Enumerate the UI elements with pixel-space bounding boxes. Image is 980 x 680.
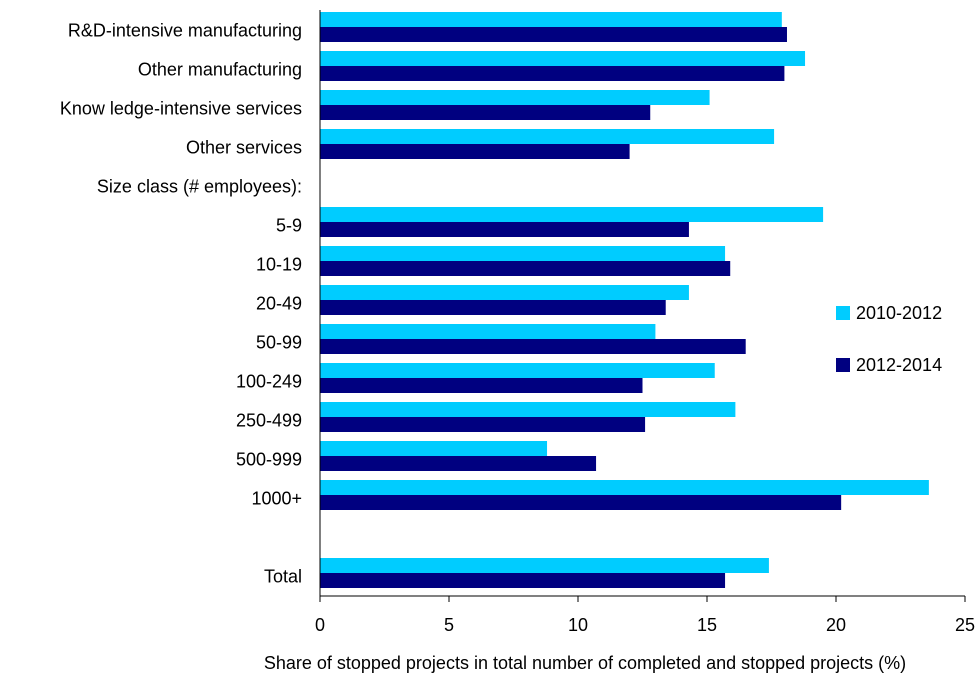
bar-2010-2012-2 [320,90,710,105]
bar-2012-2014-10 [320,417,646,432]
bar-2012-2014-1 [320,66,785,81]
category-label: Know ledge-intensive services [60,99,302,119]
x-axis-ticks: 0 5 10 15 20 25 [315,596,975,635]
x-tick-label: 20 [826,615,846,635]
category-label: R&D-intensive manufacturing [68,21,302,41]
legend-label: 2012-2014 [856,355,942,375]
category-label: Other manufacturing [138,60,302,80]
category-label: Size class (# employees): [97,177,302,197]
category-label: 5-9 [276,216,302,236]
legend-swatch [836,306,850,320]
bar-2012-2014-5 [320,222,689,237]
bar-2012-2014-2 [320,105,651,120]
category-label: 100-249 [236,372,302,392]
bars-group [320,12,929,588]
bar-2010-2012-1 [320,51,806,66]
legend: 2010-2012 2012-2014 [836,303,942,375]
bar-2012-2014-12 [320,495,842,510]
category-label: Other services [186,138,302,158]
x-tick-label: 0 [315,615,325,635]
bar-2012-2014-11 [320,456,597,471]
bar-2010-2012-7 [320,285,689,300]
bar-2010-2012-0 [320,12,782,27]
bar-2010-2012-3 [320,129,775,144]
legend-swatch [836,358,850,372]
bar-2010-2012-6 [320,246,726,261]
category-label: Total [264,567,302,587]
x-tick-label: 15 [697,615,717,635]
x-tick-label: 5 [444,615,454,635]
category-label: 50-99 [256,333,302,353]
bar-2010-2012-14 [320,558,769,573]
bar-2010-2012-11 [320,441,548,456]
bar-2010-2012-12 [320,480,929,495]
bar-2012-2014-3 [320,144,630,159]
bar-2010-2012-5 [320,207,824,222]
category-label: 500-999 [236,450,302,470]
bar-2010-2012-8 [320,324,656,339]
category-labels: R&D-intensive manufacturing Other manufac… [60,21,302,587]
bar-2012-2014-6 [320,261,731,276]
bar-2010-2012-10 [320,402,736,417]
bar-2012-2014-14 [320,573,726,588]
bar-2012-2014-7 [320,300,666,315]
category-label: 10-19 [256,255,302,275]
bar-2012-2014-0 [320,27,787,42]
bar-2010-2012-9 [320,363,715,378]
legend-label: 2010-2012 [856,303,942,323]
category-label: 1000+ [251,489,302,509]
bar-2012-2014-8 [320,339,746,354]
x-tick-label: 10 [568,615,588,635]
category-label: 20-49 [256,294,302,314]
x-tick-label: 25 [955,615,975,635]
category-label: 250-499 [236,411,302,431]
x-axis-title: Share of stopped projects in total numbe… [264,653,906,673]
bar-2012-2014-9 [320,378,643,393]
